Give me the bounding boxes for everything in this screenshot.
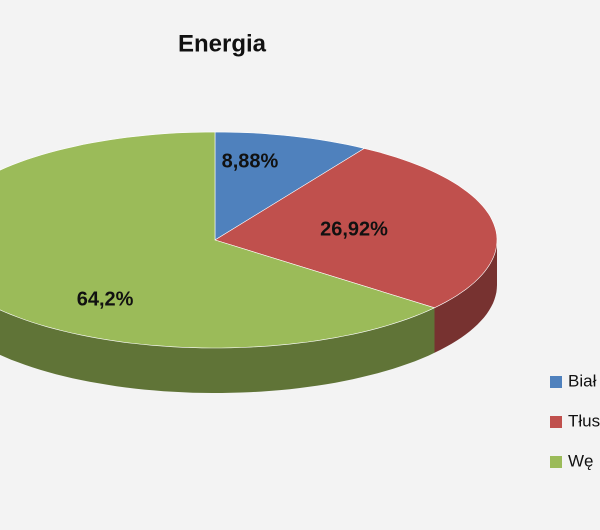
legend-label: Tłus — [568, 411, 600, 430]
legend-swatch — [550, 416, 562, 428]
legend-swatch — [550, 376, 562, 388]
data-label: 8,88% — [222, 150, 279, 172]
pie-slice — [214, 131, 366, 241]
pie-slice — [214, 148, 498, 309]
pie-side — [0, 307, 435, 393]
legend-label: Wę — [568, 451, 594, 470]
legend-swatch — [550, 456, 562, 468]
legend-label: Biał — [568, 371, 597, 390]
chart-title: Energia — [178, 30, 267, 57]
pie-slice — [0, 131, 436, 349]
data-label: 26,92% — [320, 218, 388, 240]
pie-side — [434, 240, 497, 353]
data-label: 64,2% — [77, 289, 134, 311]
